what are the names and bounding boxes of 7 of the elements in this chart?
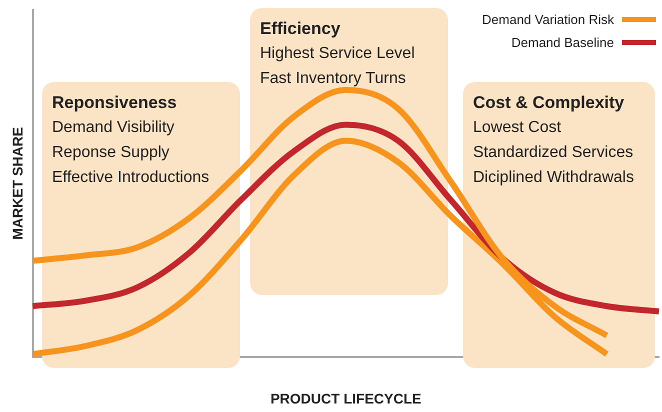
text: Efficiency Highest Service Level Fast Inventory Turns — [260, 19, 415, 89]
x-axis-title: PRODUCT LIFECYCLE — [270, 390, 422, 406]
legend-label: Demand Variation Risk — [482, 12, 614, 27]
annotation: Reponsiveness Demand Visibility Reponse Supply Effective Introductions — [52, 93, 210, 188]
legend-label: Demand Baseline — [511, 35, 614, 50]
annotation: Cost & Complexity Lowest Cost Standardized Services Diciplined Withdrawals — [473, 93, 634, 188]
y-axis-title: MARKET SHARE — [9, 127, 26, 240]
